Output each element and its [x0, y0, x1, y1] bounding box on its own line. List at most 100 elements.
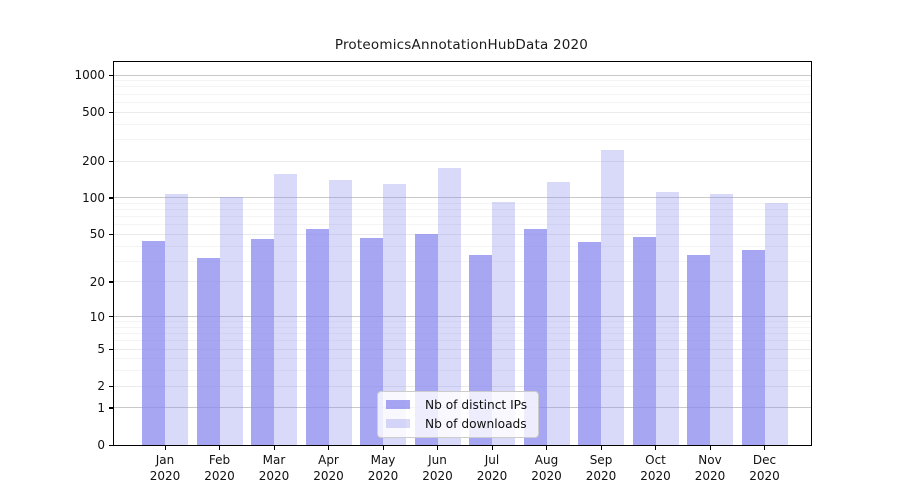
y-axis-tick — [109, 197, 113, 199]
plot-area: Nb of distinct IPs Nb of downloads 0 1 2 5 1… — [74, 61, 812, 483]
bar-downloads-jul — [492, 201, 515, 445]
bar-distinct-ips-nov — [687, 254, 710, 445]
minor-gridline — [114, 202, 811, 204]
y-axis-tick — [109, 281, 113, 283]
minor-gridline — [114, 224, 811, 226]
major-gridline — [114, 74, 811, 76]
y-axis-tick-label: 2 — [97, 379, 105, 394]
gridline — [114, 160, 811, 162]
y-axis-tick-label: 1 — [97, 400, 105, 415]
x-axis-tick — [164, 446, 166, 450]
legend-label-distinct-ips: Nb of distinct IPs — [425, 397, 528, 412]
x-axis-tick — [219, 446, 221, 450]
minor-gridline — [114, 333, 811, 335]
x-axis-tick — [546, 446, 548, 450]
x-axis-tick — [709, 446, 711, 450]
y-axis-tick — [109, 233, 113, 236]
minor-gridline — [114, 358, 811, 360]
bar-downloads-jan — [165, 193, 188, 445]
x-axis-tick-label: Oct 2020 — [640, 453, 671, 483]
minor-gridline — [114, 260, 811, 262]
bar-downloads-jun — [437, 168, 461, 445]
gridline — [114, 111, 811, 113]
y-axis-tick — [109, 316, 113, 318]
bar-distinct-ips-apr — [305, 228, 329, 445]
x-axis-tick-label: Sep 2020 — [585, 453, 617, 483]
x-axis-tick — [273, 446, 275, 450]
y-axis-tick-label: 0 — [97, 438, 105, 452]
y-axis-tick-label: 20 — [89, 274, 105, 289]
legend: Nb of distinct IPs Nb of downloads — [377, 391, 540, 438]
y-axis-tick — [109, 74, 113, 76]
bar-distinct-ips-mar — [251, 238, 274, 445]
legend-row-downloads: Nb of downloads — [386, 416, 527, 431]
minor-gridline — [114, 321, 811, 323]
bar-downloads-nov — [710, 193, 733, 445]
y-axis-tick — [109, 111, 113, 113]
bar-downloads-may — [383, 183, 406, 445]
y-axis-tick-label: 5 — [97, 342, 105, 357]
x-axis-tick — [764, 446, 766, 450]
bar-downloads-aug — [546, 181, 570, 445]
x-axis-tick-label: Nov 2020 — [694, 453, 726, 483]
y-axis-tick-label: 1000 — [74, 68, 105, 83]
bar-distinct-ips-dec — [741, 250, 765, 445]
x-axis-tick-label: Mar 2020 — [258, 453, 290, 483]
minor-gridline — [114, 326, 811, 328]
minor-gridline — [114, 93, 811, 95]
legend-label-downloads: Nb of downloads — [425, 416, 527, 431]
y-axis-tick-label: 100 — [82, 190, 105, 205]
bar-distinct-ips-oct — [632, 236, 656, 445]
x-axis-tick — [600, 446, 602, 450]
bar-downloads-feb — [219, 196, 243, 445]
bar-downloads-apr — [328, 180, 352, 445]
legend-row-distinct-ips: Nb of distinct IPs — [386, 397, 527, 412]
bar-distinct-ips-feb — [196, 257, 220, 445]
bar-downloads-mar — [274, 173, 297, 445]
minor-gridline — [114, 80, 811, 82]
minor-gridline — [114, 209, 811, 211]
y-axis-tick — [109, 348, 113, 350]
x-axis-tick — [655, 446, 657, 450]
bar-distinct-ips-sep — [578, 242, 601, 445]
major-gridline — [114, 316, 811, 318]
x-axis-tick-label: May 2020 — [367, 453, 399, 483]
y-axis-tick-label: 50 — [89, 227, 105, 242]
x-axis-tick-label: Aug 2020 — [531, 453, 562, 483]
x-axis-tick-label: Jul 2020 — [476, 453, 508, 483]
major-gridline — [114, 197, 811, 199]
x-axis-tick — [437, 446, 439, 450]
legend-swatch-distinct-ips — [386, 400, 410, 409]
minor-gridline — [114, 123, 811, 125]
y-axis-tick-label: 500 — [82, 105, 105, 120]
y-axis-tick — [109, 160, 113, 162]
x-axis-tick-label: Jun 2020 — [422, 453, 453, 483]
legend-swatch-downloads — [386, 419, 410, 428]
x-axis-tick-label: Apr 2020 — [313, 453, 344, 483]
minor-gridline — [114, 340, 811, 342]
x-axis-tick-label: Jan 2020 — [149, 453, 181, 483]
minor-gridline — [114, 138, 811, 140]
minor-gridline — [114, 245, 811, 247]
minor-gridline — [114, 101, 811, 103]
minor-gridline — [114, 370, 811, 372]
bar-downloads-dec — [764, 202, 788, 445]
bar-distinct-ips-jan — [142, 241, 165, 445]
y-axis-tick — [109, 407, 113, 409]
bar-downloads-sep — [601, 150, 624, 445]
bar-downloads-oct — [655, 191, 679, 445]
chart-title: ProteomicsAnnotationHubData 2020 — [334, 37, 589, 53]
gridline — [114, 385, 811, 387]
x-axis-tick-label: Feb 2020 — [204, 453, 235, 483]
gridline — [114, 348, 811, 350]
minor-gridline — [114, 86, 811, 88]
y-axis-tick-label: 10 — [89, 309, 105, 324]
gridline — [114, 233, 811, 235]
x-axis-tick-label: Dec 2020 — [749, 453, 780, 483]
y-axis-tick-label: 200 — [82, 154, 105, 169]
minor-gridline — [114, 216, 811, 218]
y-axis-tick — [109, 444, 113, 446]
x-axis-tick — [328, 446, 330, 450]
gridline — [114, 281, 811, 283]
